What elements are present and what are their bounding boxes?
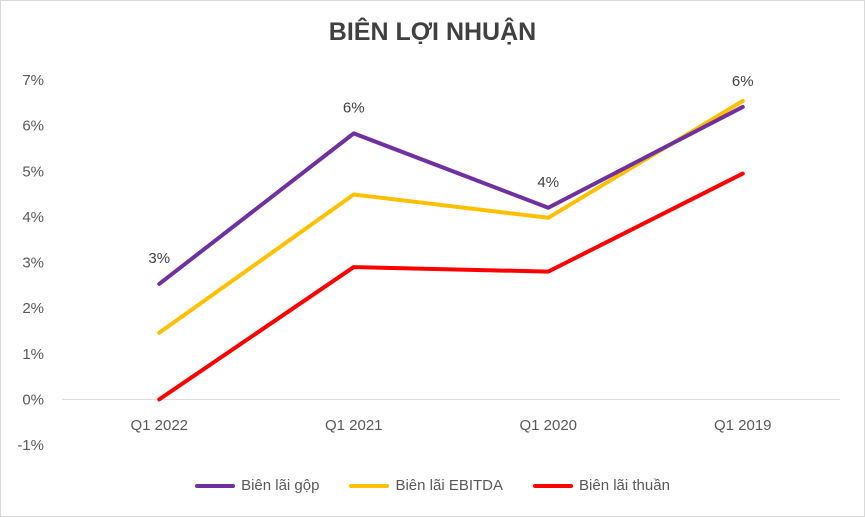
y-tick-label: 3% [22, 255, 44, 272]
data-label: 4% [537, 174, 559, 191]
y-tick-label: 2% [22, 300, 44, 317]
data-label: 6% [732, 73, 754, 90]
y-tick-label: 7% [22, 72, 44, 89]
x-tick-label: Q1 2021 [325, 417, 383, 434]
legend-item: Biên lãi EBITDA [349, 477, 503, 494]
y-tick-label: 1% [22, 346, 44, 363]
y-tick-label: 0% [22, 391, 44, 408]
chart-title: BIÊN LỢI NHUẬN [328, 18, 537, 46]
y-tick-label: 4% [22, 209, 44, 226]
x-tick-label: Q1 2022 [130, 417, 188, 434]
data-label: 3% [148, 250, 170, 267]
y-tick-label: 6% [22, 118, 44, 135]
legend-swatch [349, 483, 390, 488]
legend-label: Biên lãi gộp [241, 477, 320, 494]
y-tick-label: 5% [22, 163, 44, 180]
x-tick-label: Q1 2020 [519, 417, 577, 434]
y-tick-label: -1% [17, 437, 44, 454]
legend-item: Biên lãi thuần [533, 477, 670, 494]
x-tick-label: Q1 2019 [714, 417, 772, 434]
legend-label: Biên lãi thuần [579, 477, 670, 494]
series-line-1 [157, 104, 745, 286]
legend-item: Biên lãi gộp [195, 477, 319, 494]
legend-swatch [533, 483, 574, 488]
legend-swatch [195, 483, 236, 488]
legend: Biên lãi gộp Biên lãi EBITDA Biên lãi thuầ… [0, 477, 865, 494]
legend-label: Biên lãi EBITDA [395, 477, 504, 494]
data-label: 6% [343, 99, 365, 116]
series-line-3 [157, 171, 745, 402]
